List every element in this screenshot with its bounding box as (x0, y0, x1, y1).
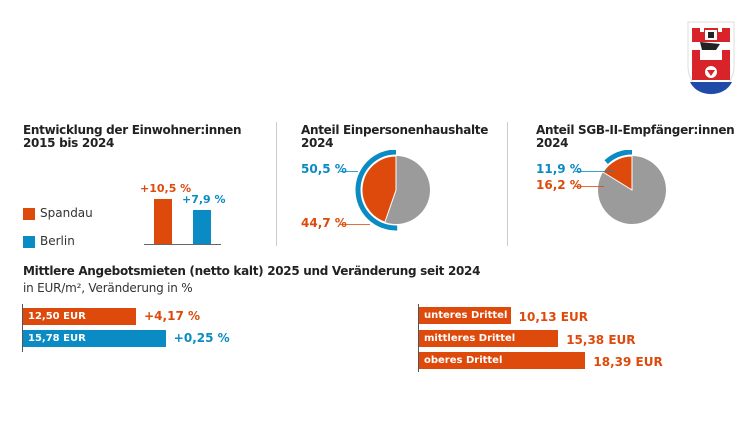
legend-label-spandau: Spandau (40, 206, 93, 220)
leader-line (575, 186, 604, 187)
pie-spandau-slice (602, 155, 633, 191)
data-label: +10,5 % (140, 181, 192, 195)
rent-chart-subtitle: in EUR/m², Veränderung in % (23, 281, 193, 295)
sgb2-title: Anteil SGB-II-Empfänger:innen 2024 (536, 123, 735, 150)
value-label: 15,38 EUR (566, 332, 636, 347)
baseline (144, 244, 221, 245)
spandau-label: 16,2 % (536, 178, 582, 192)
berlin-label: 50,5 % (301, 162, 347, 176)
leader-line (340, 171, 358, 172)
rent-bar-berlin: 15,78 EUR (23, 330, 166, 347)
bar-spandau (154, 198, 172, 244)
data-label: +7,9 % (182, 193, 226, 207)
legend-swatch-spandau (23, 208, 35, 220)
single-household-title: Anteil Einpersonenhaushalte 2024 (301, 124, 488, 150)
divider (507, 122, 508, 246)
tercile-bar: unteres Drittel (419, 307, 511, 324)
pie-spandau-slice (361, 155, 397, 223)
change-label: +0,25 % (173, 331, 230, 345)
rent-bar-spandau: 12,50 EUR (23, 308, 137, 325)
berlin-label: 11,9 % (536, 162, 582, 176)
bar-berlin (193, 210, 211, 244)
single-household-pie (355, 150, 430, 231)
legend-label-berlin: Berlin (40, 234, 75, 248)
title-line: Anteil SGB-II-Empfänger:innen (536, 123, 735, 137)
title-line: Anteil Einpersonenhaushalte (301, 123, 489, 137)
coat-of-arms-logo (687, 21, 735, 95)
subtitle-line: 2024 (536, 136, 569, 150)
axis (418, 304, 419, 372)
subtitle-line: 2015 bis 2024 (23, 136, 115, 150)
pie-berlin-arc (355, 150, 398, 231)
value-label: 18,39 EUR (593, 355, 663, 369)
subtitle-line: 2024 (301, 136, 334, 150)
leader-line (575, 171, 614, 172)
legend-swatch-berlin (23, 236, 35, 248)
divider (276, 122, 277, 246)
tercile-bar: oberes Drittel (419, 352, 586, 369)
tercile-bar: mittleres Drittel (419, 329, 559, 347)
value-label: 10,13 EUR (518, 310, 588, 324)
spandau-label: 44,7 % (301, 216, 347, 230)
population-chart-title: Entwicklung der Einwohner:innen 2015 bis … (23, 123, 242, 150)
rent-chart-title: Mittlere Angebotsmieten (netto kalt) 202… (23, 264, 481, 278)
change-label: +4,17 % (144, 309, 200, 323)
axis (22, 304, 23, 352)
leader-line (340, 224, 370, 225)
sgb2-pie (598, 150, 666, 224)
pie-berlin-arc (604, 150, 633, 165)
title-line: Entwicklung der Einwohner:innen (23, 123, 242, 137)
